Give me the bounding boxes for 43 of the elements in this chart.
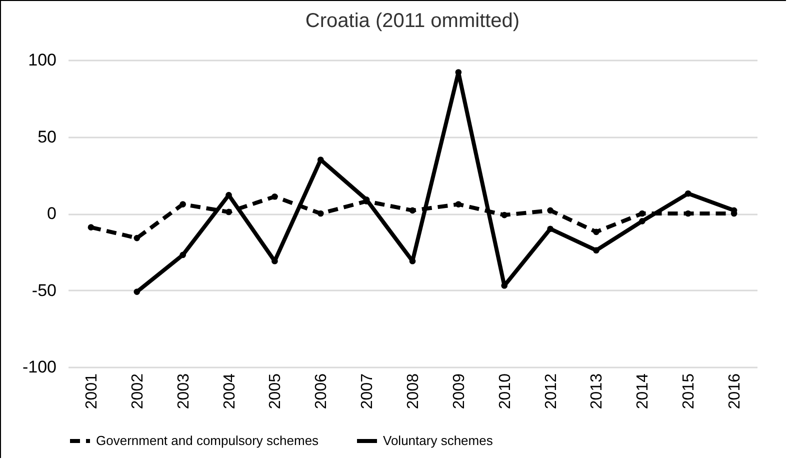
point: [272, 193, 278, 200]
x-tick-label: 2014: [634, 373, 652, 410]
point: [501, 212, 508, 218]
x-tick-label: 2013: [588, 373, 606, 410]
x-tick-label: 2010: [496, 373, 514, 410]
x-tick-label: 2002: [129, 373, 146, 410]
x-tick-label: 2008: [405, 373, 422, 410]
point: [547, 226, 554, 232]
point: [226, 208, 232, 216]
point: [134, 234, 140, 242]
point: [547, 207, 554, 214]
y-tick-label: -50: [32, 280, 56, 300]
point: [639, 218, 646, 224]
point: [134, 288, 140, 295]
x-tick-label: 2007: [359, 373, 376, 410]
point: [88, 224, 94, 230]
point: [317, 210, 324, 217]
point: [684, 210, 692, 217]
chart-title: Croatia (2011 ommitted): [305, 10, 520, 32]
y-tick-label: 100: [28, 50, 56, 70]
point: [684, 190, 692, 197]
point: [593, 247, 600, 254]
point: [180, 201, 186, 208]
y-tick-label: 50: [38, 127, 56, 146]
y-tick-label: 0: [47, 204, 56, 223]
x-tick-label: 2004: [221, 373, 238, 410]
x-tick-label: 2001: [83, 373, 100, 410]
x-tick-label: 2005: [267, 373, 284, 410]
point: [409, 207, 416, 214]
legend-label: Voluntary schemes: [383, 433, 494, 448]
point: [639, 210, 646, 217]
x-tick-label: 2003: [175, 373, 192, 410]
legend-label: Government and compulsory schemes: [96, 433, 320, 448]
x-tick-label: 2012: [542, 373, 560, 410]
x-tick-label: 2015: [680, 373, 698, 410]
x-tick-label: 2006: [313, 373, 330, 410]
x-tick-label: 2016: [726, 373, 744, 410]
x-tick-label: 2009: [450, 373, 468, 410]
point: [455, 201, 462, 208]
point: [180, 252, 186, 258]
y-tick-label: -100: [22, 358, 56, 376]
point: [593, 228, 600, 236]
point: [455, 69, 462, 76]
